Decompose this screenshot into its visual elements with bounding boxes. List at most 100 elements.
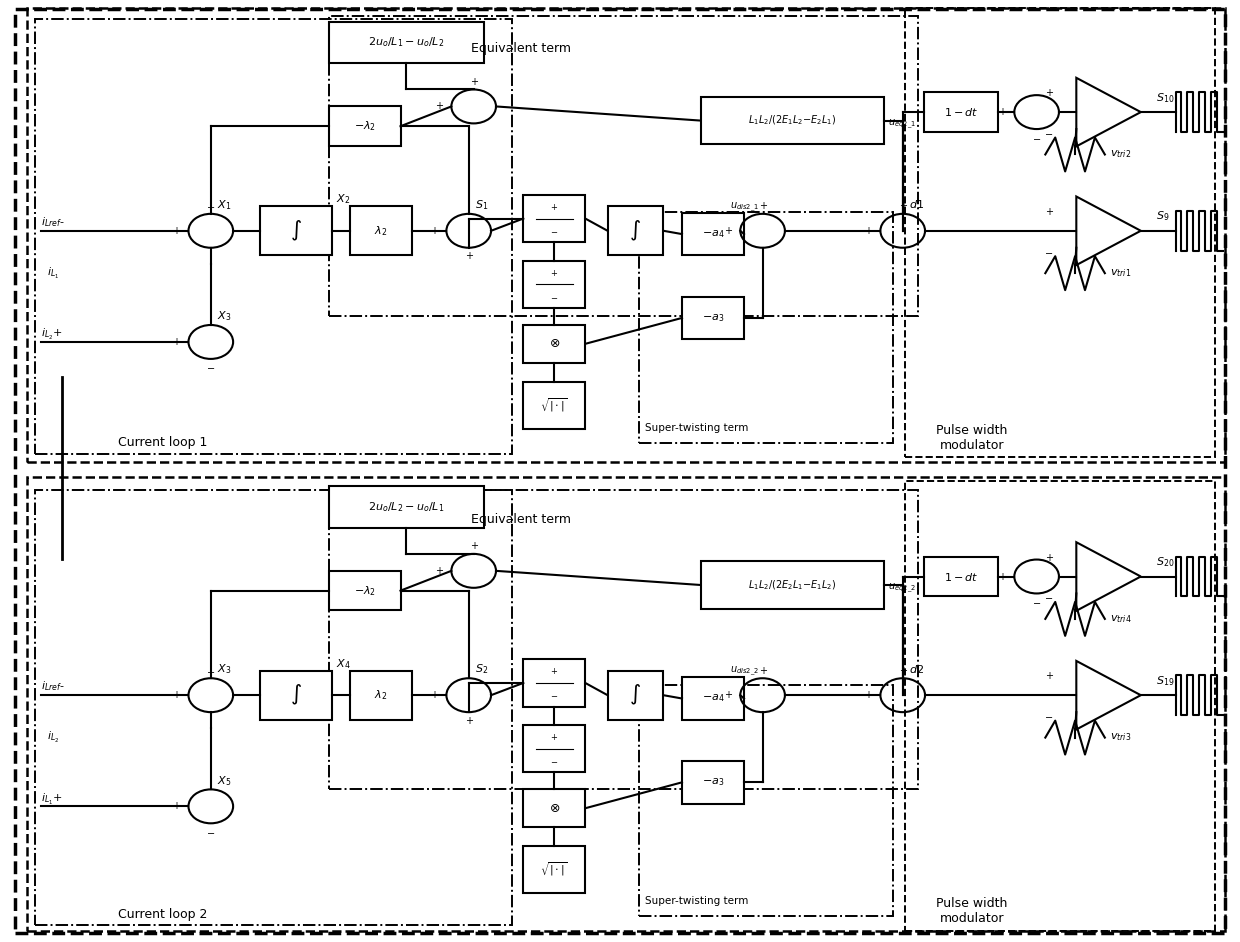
Text: $\lambda_2$: $\lambda_2$ — [374, 224, 387, 237]
FancyBboxPatch shape — [924, 92, 998, 132]
Text: +: + — [998, 107, 1006, 117]
Text: $i_{Lref}$-: $i_{Lref}$- — [41, 215, 64, 229]
Polygon shape — [1076, 543, 1141, 610]
FancyBboxPatch shape — [523, 195, 585, 242]
Text: +: + — [470, 77, 477, 87]
Text: $S_2$: $S_2$ — [475, 662, 489, 676]
Text: $-a_3$: $-a_3$ — [702, 312, 724, 324]
FancyBboxPatch shape — [682, 297, 744, 339]
Text: $X_4$: $X_4$ — [336, 657, 351, 671]
Text: $-$: $-$ — [551, 756, 558, 765]
Text: $\int$: $\int$ — [630, 683, 641, 707]
Text: +: + — [1045, 207, 1053, 217]
Text: Equivalent term: Equivalent term — [471, 513, 572, 527]
Text: $-$: $-$ — [206, 827, 216, 836]
Text: +: + — [430, 690, 438, 700]
FancyBboxPatch shape — [329, 106, 401, 146]
Text: $-$: $-$ — [1032, 597, 1042, 607]
Text: $S_{19}$: $S_{19}$ — [1156, 674, 1174, 688]
Text: $-$: $-$ — [1032, 133, 1042, 142]
Polygon shape — [1076, 661, 1141, 729]
Text: +: + — [899, 202, 906, 211]
Text: $u_{eq2\_2}$: $u_{eq2\_2}$ — [888, 582, 916, 595]
FancyBboxPatch shape — [608, 206, 663, 255]
Text: $-a_3$: $-a_3$ — [702, 776, 724, 788]
Text: $u_{dis2\_2}$: $u_{dis2\_2}$ — [729, 665, 759, 678]
Text: $L_1L_2/(2E_2L_1{-}E_1L_2)$: $L_1L_2/(2E_2L_1{-}E_1L_2)$ — [748, 578, 837, 592]
FancyBboxPatch shape — [682, 761, 744, 804]
FancyBboxPatch shape — [682, 213, 744, 255]
Text: $i_{Lref}$-: $i_{Lref}$- — [41, 679, 64, 693]
Text: $-a_4$: $-a_4$ — [702, 228, 724, 240]
Text: $X_2$: $X_2$ — [336, 192, 350, 206]
FancyBboxPatch shape — [924, 557, 998, 596]
Text: $2u_o/L_1-u_o/L_2$: $2u_o/L_1-u_o/L_2$ — [368, 36, 444, 49]
Text: $v_{tri4}$: $v_{tri4}$ — [1110, 613, 1131, 625]
FancyBboxPatch shape — [523, 325, 585, 363]
FancyBboxPatch shape — [350, 206, 412, 255]
Text: $\otimes$: $\otimes$ — [548, 802, 560, 815]
Text: +: + — [172, 337, 180, 347]
Text: $X_1$: $X_1$ — [217, 198, 232, 212]
Text: Current loop 2: Current loop 2 — [118, 908, 207, 921]
Text: $\lambda_2$: $\lambda_2$ — [374, 689, 387, 702]
Text: $d1$: $d1$ — [909, 198, 924, 210]
Text: $X_3$: $X_3$ — [217, 662, 232, 676]
Text: +: + — [864, 226, 872, 236]
Text: +: + — [899, 666, 906, 675]
FancyBboxPatch shape — [523, 789, 585, 827]
Text: $1-dt$: $1-dt$ — [944, 571, 978, 582]
Text: $u_{dis2\_1}$: $u_{dis2\_1}$ — [729, 201, 759, 214]
FancyBboxPatch shape — [260, 206, 332, 255]
Text: $i_{L_2}$+: $i_{L_2}$+ — [41, 327, 62, 342]
FancyBboxPatch shape — [523, 846, 585, 893]
Text: $\int$: $\int$ — [290, 683, 303, 707]
Text: +: + — [435, 566, 443, 576]
Text: $X_5$: $X_5$ — [217, 773, 232, 788]
FancyBboxPatch shape — [329, 571, 401, 610]
Text: $v_{tri1}$: $v_{tri1}$ — [1110, 268, 1131, 279]
FancyBboxPatch shape — [523, 382, 585, 429]
Text: Pulse width
modulator: Pulse width modulator — [936, 897, 1008, 925]
Text: +: + — [759, 202, 766, 211]
Text: $S_1$: $S_1$ — [475, 198, 489, 212]
Text: +: + — [1045, 553, 1053, 562]
Text: $L_1L_2/(2E_1L_2{-}E_2L_1)$: $L_1L_2/(2E_1L_2{-}E_2L_1)$ — [748, 114, 837, 127]
Text: +: + — [724, 690, 732, 700]
Text: $+$: $+$ — [551, 666, 558, 676]
Text: +: + — [430, 226, 438, 236]
Text: $d2$: $d2$ — [909, 662, 924, 674]
Text: +: + — [435, 102, 443, 111]
Text: $-a_4$: $-a_4$ — [702, 692, 724, 705]
Text: $-\lambda_2$: $-\lambda_2$ — [353, 584, 376, 597]
Text: $-$: $-$ — [1044, 593, 1054, 602]
Text: $-$: $-$ — [1044, 247, 1054, 256]
Text: Super-twisting term: Super-twisting term — [645, 896, 748, 906]
Text: $\int$: $\int$ — [630, 219, 641, 243]
FancyBboxPatch shape — [260, 671, 332, 720]
FancyBboxPatch shape — [701, 561, 884, 609]
Text: $+$: $+$ — [551, 202, 558, 212]
Text: $-$: $-$ — [551, 292, 558, 300]
Text: $\sqrt{|\cdot|}$: $\sqrt{|\cdot|}$ — [541, 397, 568, 414]
Text: +: + — [759, 666, 766, 675]
Text: +: + — [172, 226, 180, 236]
Text: +: + — [465, 252, 472, 261]
Text: Pulse width
modulator: Pulse width modulator — [936, 424, 1008, 452]
Text: $X_3$: $X_3$ — [217, 309, 232, 323]
Text: $-\lambda_2$: $-\lambda_2$ — [353, 120, 376, 133]
FancyBboxPatch shape — [329, 486, 484, 528]
Text: $+$: $+$ — [551, 268, 558, 278]
Text: $u_{eq2\_1}$: $u_{eq2\_1}$ — [888, 118, 916, 131]
FancyBboxPatch shape — [523, 659, 585, 706]
Text: $v_{tri3}$: $v_{tri3}$ — [1110, 732, 1131, 743]
Text: +: + — [470, 542, 477, 551]
Text: $S_{10}$: $S_{10}$ — [1156, 90, 1174, 105]
Text: +: + — [998, 572, 1006, 581]
Text: $v_{tri2}$: $v_{tri2}$ — [1110, 149, 1131, 160]
FancyBboxPatch shape — [523, 261, 585, 308]
Text: $\sqrt{|\cdot|}$: $\sqrt{|\cdot|}$ — [541, 861, 568, 878]
Text: $+$: $+$ — [551, 732, 558, 742]
Text: $-$: $-$ — [1044, 128, 1054, 138]
Text: $i_{L_2}$: $i_{L_2}$ — [47, 730, 60, 745]
